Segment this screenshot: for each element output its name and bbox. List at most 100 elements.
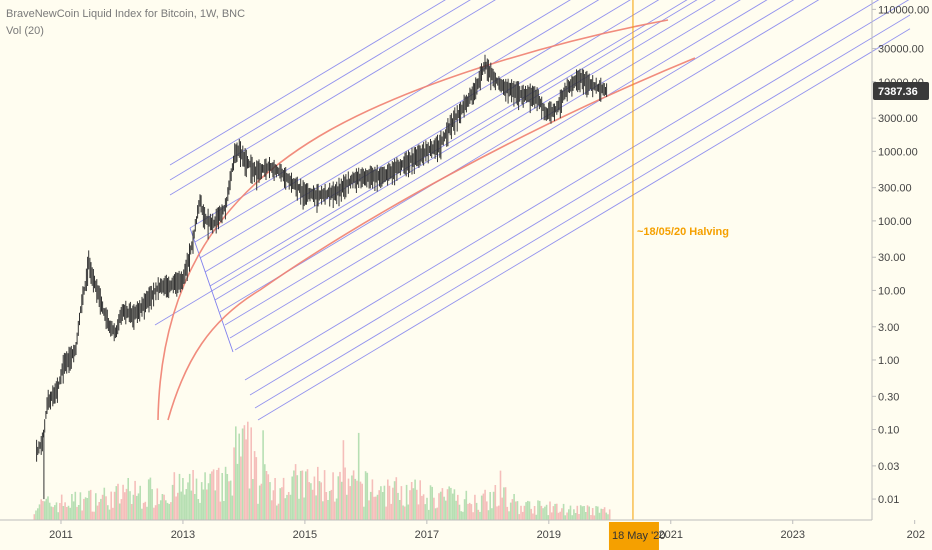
volume-bar: [48, 502, 51, 520]
volume-bar: [282, 477, 285, 520]
volume-bar: [147, 479, 150, 520]
volume-bar: [424, 504, 427, 520]
volume-bar: [344, 467, 346, 520]
volume-bar: [533, 506, 536, 520]
volume-bar: [93, 511, 95, 520]
volume-bar: [260, 483, 263, 520]
volume-bar: [578, 514, 580, 520]
lower-arc: [167, 57, 696, 421]
volume-bar: [272, 490, 275, 520]
volume-bar: [238, 433, 240, 520]
volume-bar: [240, 456, 242, 520]
halving-date-tag-bg: [608, 522, 659, 550]
x-tick-label: 2015: [293, 529, 317, 541]
volume-bar: [89, 489, 92, 520]
volume-bar: [472, 512, 474, 520]
fan-line: [204, 0, 660, 273]
volume-bar: [416, 489, 418, 520]
volume-bar: [328, 491, 331, 520]
y-axis[interactable]: 110000.0030000.0010000.003000.001000.003…: [872, 4, 929, 506]
volume-bar: [60, 494, 63, 520]
volume-bar: [445, 500, 447, 520]
y-tick-label: 1.00: [878, 355, 899, 367]
volume-bar: [320, 482, 322, 520]
volume-bar: [407, 504, 410, 520]
volume-bar: [492, 491, 495, 520]
volume-bar: [207, 483, 210, 520]
volume-bar: [392, 487, 394, 520]
volume-bar: [177, 492, 179, 520]
volume-bar: [477, 509, 480, 520]
volume-bar: [332, 472, 334, 520]
volume-bar: [163, 494, 165, 520]
y-tick-label: 10.00: [878, 285, 906, 297]
volume-bar: [88, 490, 90, 520]
volume-bar: [141, 508, 143, 520]
volume-bar: [127, 478, 129, 520]
volume-bar: [422, 494, 425, 520]
fan-line: [244, 0, 880, 381]
volume-bar: [484, 489, 486, 520]
volume-bar: [491, 508, 493, 520]
volume-bar: [366, 472, 369, 520]
fan-line: [169, 0, 446, 166]
volume-bar: [40, 499, 42, 520]
volume-bar: [294, 464, 297, 520]
volume-bar: [224, 466, 227, 520]
volume-bar: [590, 515, 592, 520]
volume-bar: [142, 502, 145, 520]
volume-bar: [387, 479, 389, 520]
x-tick-label: 2017: [415, 529, 439, 541]
y-tick-label: 30.00: [878, 252, 906, 264]
volume-bar: [363, 506, 365, 520]
volume-bar: [287, 492, 290, 520]
volume-bar: [209, 473, 211, 520]
volume-bar: [395, 477, 398, 520]
volume-bar: [545, 504, 548, 520]
volume-bar: [385, 506, 387, 520]
x-axis[interactable]: 2011 2013 2015 2017 2019 2021 2023 202: [49, 520, 925, 541]
volume-bar: [600, 508, 602, 520]
volume-bar: [428, 509, 430, 520]
volume-bar: [204, 472, 206, 520]
volume-bar: [71, 494, 73, 520]
volume-bar: [221, 473, 223, 520]
volume-bar: [120, 499, 123, 520]
volume-bar: [67, 505, 70, 520]
volume-bar: [339, 471, 341, 520]
volume-bar: [165, 500, 167, 520]
volume-bar: [231, 495, 234, 520]
volume-bar: [602, 509, 604, 520]
volume-bar: [402, 505, 404, 520]
volume-bar: [327, 500, 329, 520]
volume-bar: [270, 500, 273, 520]
volume-bar: [192, 470, 194, 520]
volume-bar: [603, 507, 606, 520]
volume-bar: [110, 491, 112, 520]
volume-bar: [376, 494, 379, 520]
volume-bar: [346, 494, 348, 520]
volume-bar: [467, 503, 469, 520]
volume-bar: [576, 505, 579, 520]
volume-bar: [168, 503, 170, 520]
volume-bar: [359, 481, 362, 520]
volume-bar: [593, 515, 596, 520]
volume-bar: [525, 502, 527, 520]
volume-bar: [277, 503, 280, 520]
volume-bar: [308, 482, 310, 520]
volume-bar: [96, 505, 99, 520]
volume-bar: [81, 510, 83, 520]
volume-bar: [574, 513, 577, 520]
fan-line: [234, 0, 820, 351]
last-price-value: 7387.36: [878, 86, 918, 98]
volume-bar: [597, 506, 599, 520]
volume-bar: [463, 499, 466, 520]
volume-bar: [486, 501, 488, 520]
volume-bar: [585, 512, 587, 520]
volume-indicator-label[interactable]: Vol (20): [6, 25, 44, 37]
volume-bar: [564, 515, 567, 520]
halving-annotation: ~18/05/20 Halving: [637, 226, 729, 238]
volume-bar: [330, 489, 333, 520]
volume-bar: [130, 504, 133, 520]
